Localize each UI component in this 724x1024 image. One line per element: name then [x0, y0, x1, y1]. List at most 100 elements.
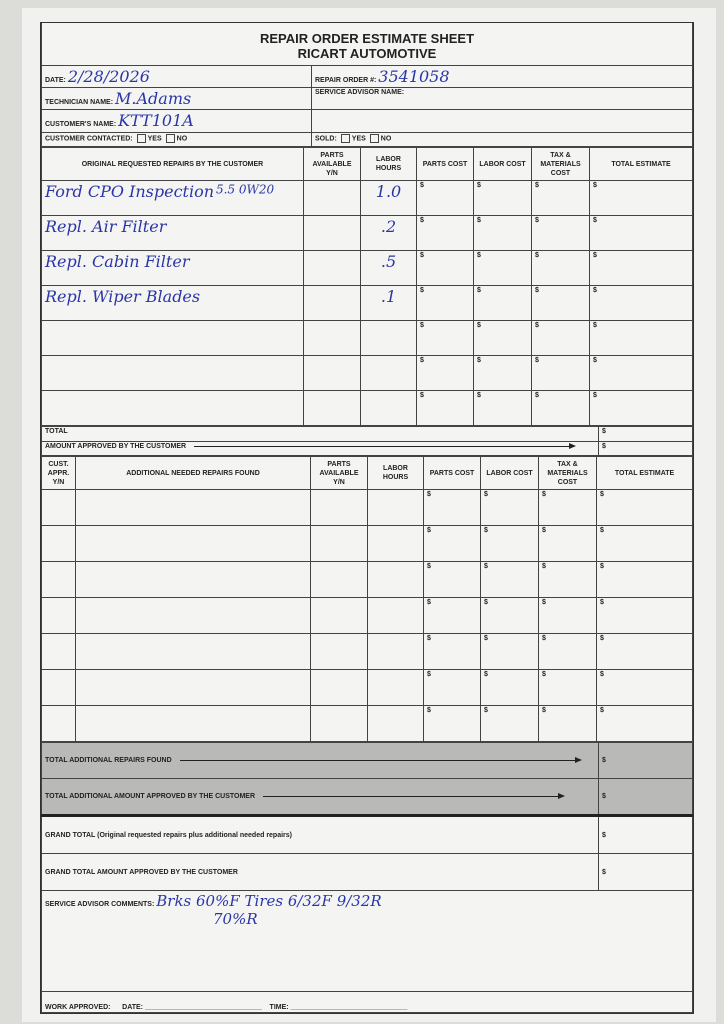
cust-appr-cell[interactable]: [41, 669, 76, 706]
cost-cell[interactable]: $: [538, 597, 597, 634]
cost-cell[interactable]: $: [473, 390, 532, 426]
additional-desc-cell[interactable]: [75, 633, 311, 670]
parts-avail-cell[interactable]: [303, 355, 361, 391]
parts-avail-cell[interactable]: [310, 633, 368, 670]
cost-cell[interactable]: $: [596, 597, 693, 634]
cost-cell[interactable]: $: [589, 180, 693, 216]
cust-appr-cell[interactable]: [41, 633, 76, 670]
cost-cell[interactable]: $: [473, 215, 532, 251]
cost-cell[interactable]: $: [596, 489, 693, 526]
cost-cell[interactable]: $: [473, 285, 532, 321]
cost-cell[interactable]: $: [589, 390, 693, 426]
cost-cell[interactable]: $: [416, 390, 474, 426]
cost-cell[interactable]: $: [423, 525, 481, 562]
cost-cell[interactable]: $: [531, 320, 590, 356]
repair-row: Repl. Air Filter .2 $ $ $ $: [41, 215, 693, 251]
cost-cell[interactable]: $: [473, 250, 532, 286]
labor-hours-cell[interactable]: [367, 597, 424, 634]
cost-cell[interactable]: $: [416, 180, 474, 216]
cost-cell[interactable]: $: [416, 215, 474, 251]
cost-cell[interactable]: $: [589, 285, 693, 321]
cost-cell[interactable]: $: [589, 355, 693, 391]
cust-appr-cell[interactable]: [41, 525, 76, 562]
cost-cell[interactable]: $: [423, 489, 481, 526]
cost-cell[interactable]: $: [480, 561, 539, 598]
grand-totals: TOTAL ADDITIONAL REPAIRS FOUND $ TOTAL AD…: [41, 742, 693, 1013]
parts-avail-cell[interactable]: [310, 561, 368, 598]
parts-avail-cell[interactable]: [303, 390, 361, 426]
parts-avail-cell[interactable]: [303, 180, 361, 216]
parts-avail-cell[interactable]: [310, 705, 368, 742]
contacted-no-checkbox[interactable]: [165, 134, 175, 143]
cost-cell[interactable]: $: [480, 525, 539, 562]
additional-desc-cell[interactable]: [75, 561, 311, 598]
cost-cell[interactable]: $: [589, 250, 693, 286]
cost-cell[interactable]: $: [596, 633, 693, 670]
cost-cell[interactable]: $: [531, 390, 590, 426]
cost-cell[interactable]: $: [531, 355, 590, 391]
cost-cell[interactable]: $: [473, 180, 532, 216]
approved-amount: $: [598, 441, 693, 456]
cost-cell[interactable]: $: [423, 633, 481, 670]
contacted-yes-checkbox[interactable]: [136, 134, 146, 143]
cust-appr-cell[interactable]: [41, 489, 76, 526]
labor-hours-cell[interactable]: [367, 489, 424, 526]
cost-cell[interactable]: $: [596, 705, 693, 742]
cost-cell[interactable]: $: [531, 215, 590, 251]
cost-cell[interactable]: $: [473, 355, 532, 391]
additional-desc-cell[interactable]: [75, 525, 311, 562]
cost-cell[interactable]: $: [423, 669, 481, 706]
labor-hours-cell[interactable]: [367, 633, 424, 670]
cost-cell[interactable]: $: [423, 597, 481, 634]
company-name: RICART AUTOMOTIVE: [297, 46, 437, 61]
cost-cell[interactable]: $: [423, 705, 481, 742]
cost-cell[interactable]: $: [473, 320, 532, 356]
additional-desc-cell[interactable]: [75, 597, 311, 634]
cust-appr-cell[interactable]: [41, 705, 76, 742]
parts-avail-cell[interactable]: [310, 489, 368, 526]
cost-cell[interactable]: $: [596, 669, 693, 706]
parts-avail-cell[interactable]: [303, 285, 361, 321]
parts-avail-cell[interactable]: [303, 215, 361, 251]
cost-cell[interactable]: $: [538, 669, 597, 706]
additional-desc-cell[interactable]: [75, 705, 311, 742]
cost-cell[interactable]: $: [538, 633, 597, 670]
cost-cell[interactable]: $: [589, 215, 693, 251]
cost-cell[interactable]: $: [531, 250, 590, 286]
cost-cell[interactable]: $: [480, 597, 539, 634]
parts-avail-cell[interactable]: [303, 250, 361, 286]
cost-cell[interactable]: $: [538, 561, 597, 598]
cost-cell[interactable]: $: [423, 561, 481, 598]
cost-cell[interactable]: $: [480, 705, 539, 742]
labor-hours-cell[interactable]: [367, 561, 424, 598]
cost-cell[interactable]: $: [538, 489, 597, 526]
parts-avail-cell[interactable]: [303, 320, 361, 356]
cost-cell[interactable]: $: [416, 285, 474, 321]
sold-no-checkbox[interactable]: [369, 134, 379, 143]
labor-hours-cell[interactable]: [367, 669, 424, 706]
cost-cell[interactable]: $: [416, 355, 474, 391]
cost-cell[interactable]: $: [480, 633, 539, 670]
additional-desc-cell[interactable]: [75, 489, 311, 526]
cust-appr-cell[interactable]: [41, 561, 76, 598]
cost-cell[interactable]: $: [538, 525, 597, 562]
cost-cell[interactable]: $: [538, 705, 597, 742]
cost-cell[interactable]: $: [416, 320, 474, 356]
parts-avail-cell[interactable]: [310, 597, 368, 634]
labor-hours-cell[interactable]: [367, 525, 424, 562]
sold-yes-checkbox[interactable]: [340, 134, 350, 143]
cost-cell[interactable]: $: [531, 180, 590, 216]
cost-cell[interactable]: $: [596, 525, 693, 562]
cost-cell[interactable]: $: [480, 669, 539, 706]
footer-date-label: DATE:: [122, 1004, 144, 1011]
cost-cell[interactable]: $: [596, 561, 693, 598]
cost-cell[interactable]: $: [589, 320, 693, 356]
cost-cell[interactable]: $: [531, 285, 590, 321]
cost-cell[interactable]: $: [416, 250, 474, 286]
additional-desc-cell[interactable]: [75, 669, 311, 706]
parts-avail-cell[interactable]: [310, 669, 368, 706]
cost-cell[interactable]: $: [480, 489, 539, 526]
labor-hours-cell[interactable]: [367, 705, 424, 742]
cust-appr-cell[interactable]: [41, 597, 76, 634]
parts-avail-cell[interactable]: [310, 525, 368, 562]
